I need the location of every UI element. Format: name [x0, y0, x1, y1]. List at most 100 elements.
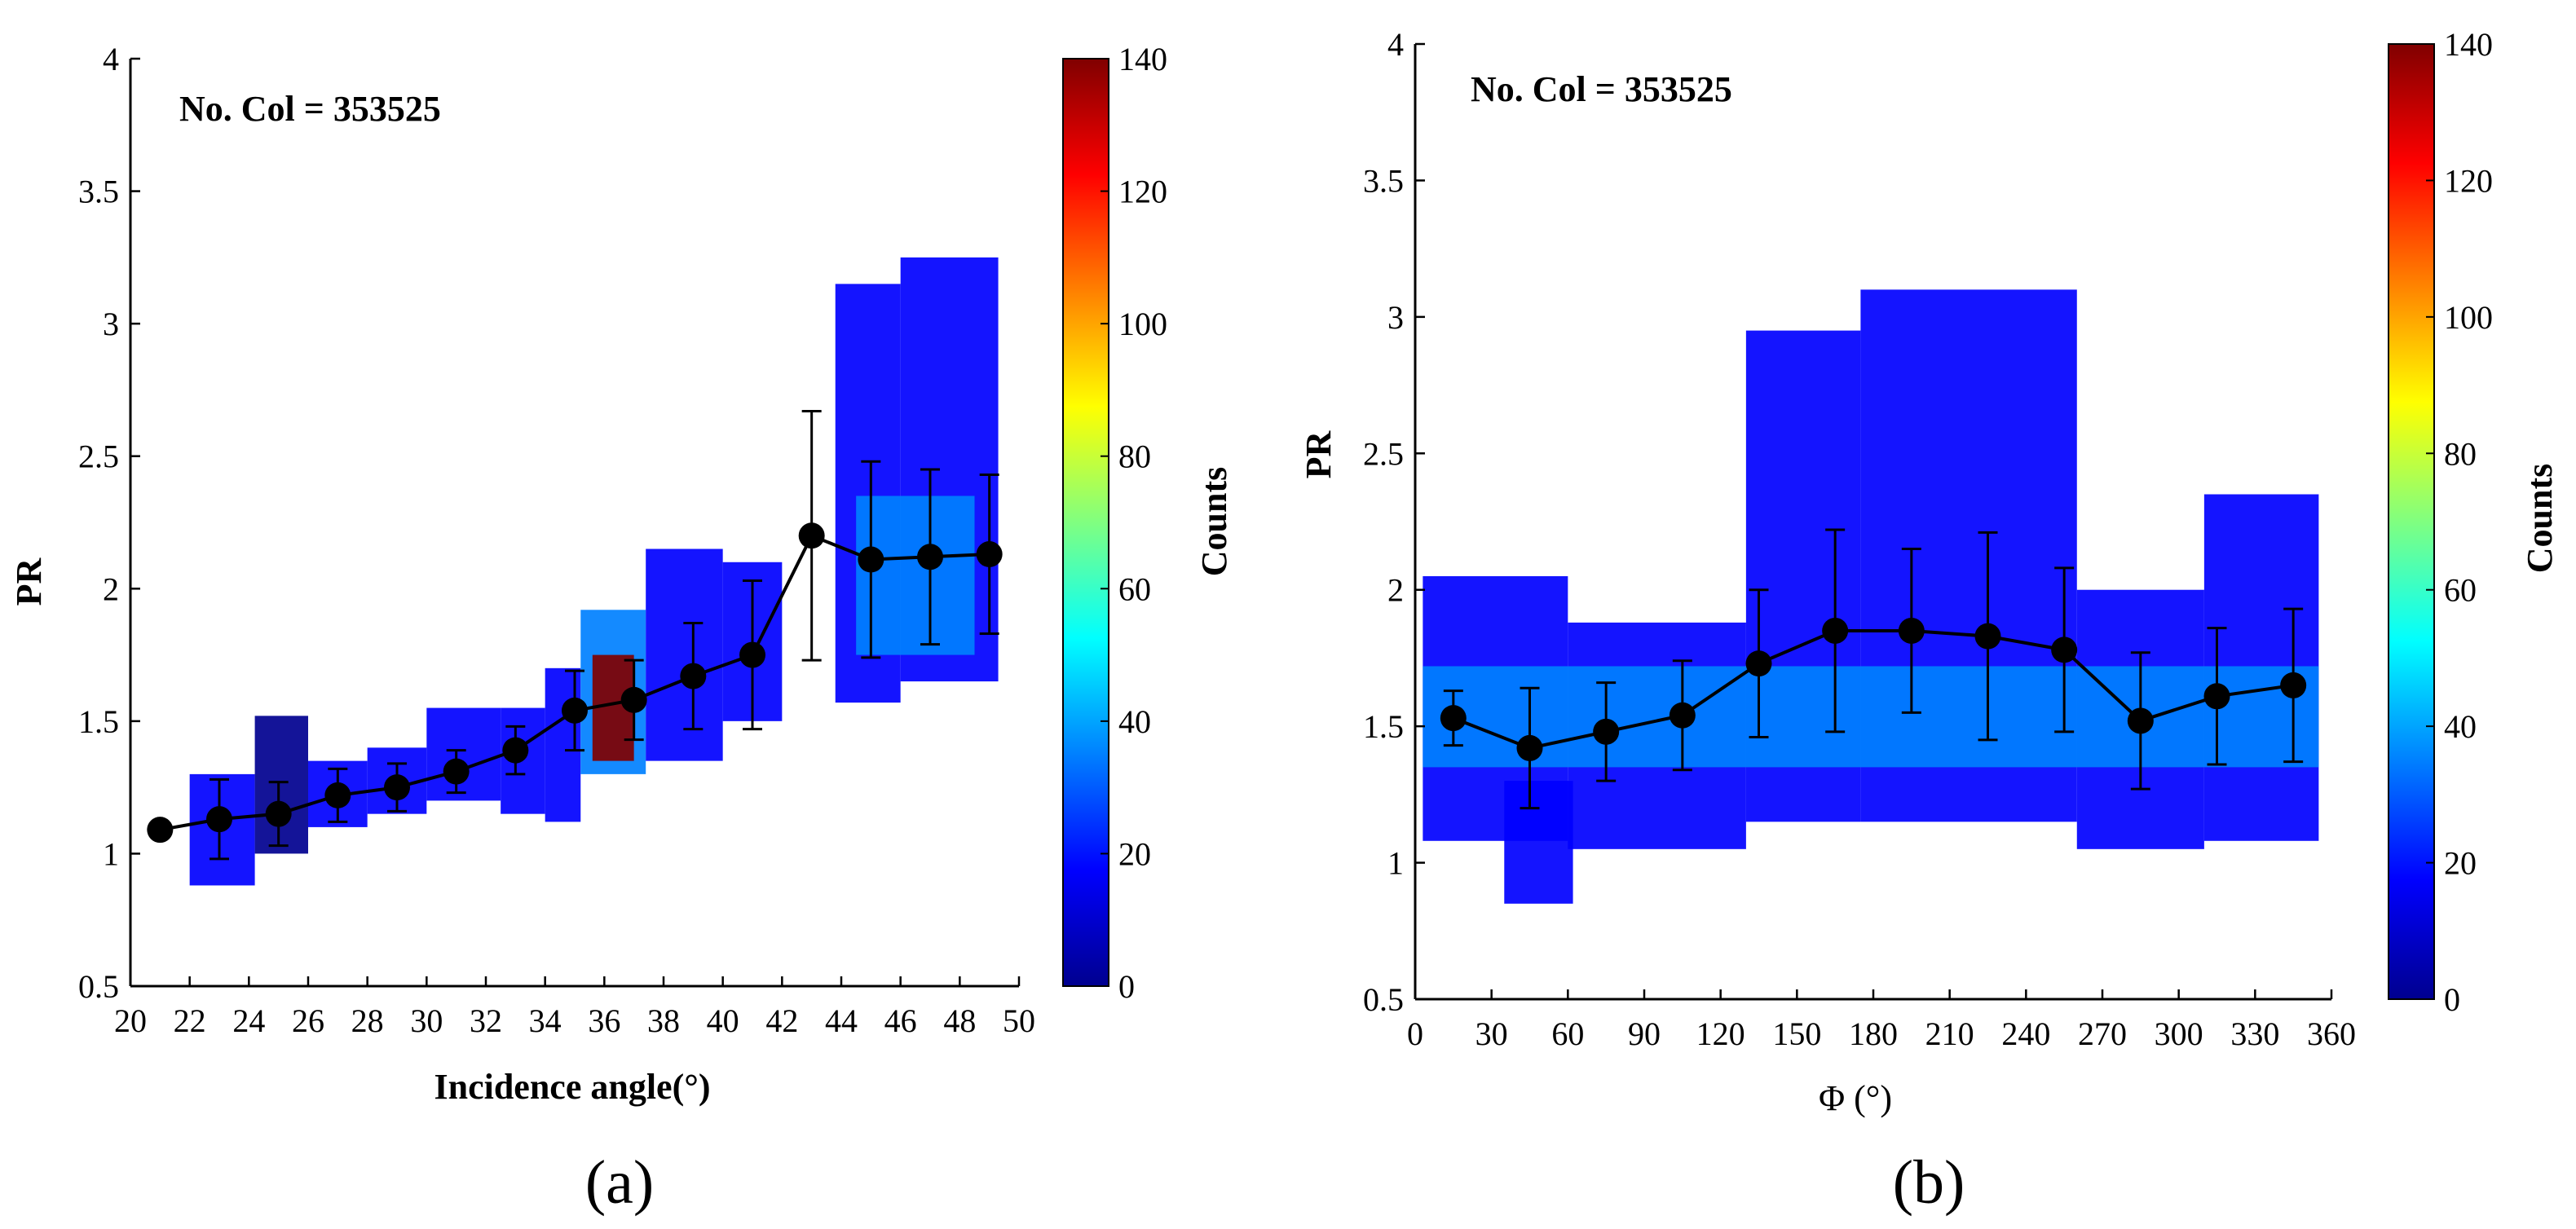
x-tick-label: 0	[1407, 1015, 1423, 1052]
colorbar-tick-label: 120	[2444, 162, 2493, 199]
mean-point	[1669, 702, 1696, 729]
mean-point	[1745, 650, 1772, 677]
y-tick-label: 4	[1387, 26, 1404, 63]
panel-a-annotation: No. Col = 353525	[179, 89, 441, 129]
density-region	[254, 716, 308, 854]
mean-point	[798, 522, 825, 549]
mean-point	[976, 541, 1003, 568]
colorbar-tick-label: 40	[2444, 708, 2477, 745]
x-tick-label: 22	[174, 1002, 206, 1039]
x-tick-label: 240	[2001, 1015, 2050, 1052]
x-tick-label: 46	[884, 1002, 917, 1039]
y-tick-label: 0.5	[1363, 981, 1404, 1018]
colorbar-tick-label: 20	[1118, 835, 1151, 872]
mean-point	[739, 641, 765, 668]
mean-point	[2127, 707, 2154, 734]
y-tick-label: 3	[103, 306, 119, 342]
panel-a-colorbar-label: Counts	[1194, 467, 1234, 577]
mean-point	[384, 774, 410, 801]
density-region	[856, 496, 975, 655]
y-tick-label: 1	[103, 835, 119, 872]
colorbar-tick-label: 100	[2444, 299, 2493, 336]
x-tick-label: 38	[647, 1002, 680, 1039]
x-tick-label: 40	[707, 1002, 739, 1039]
mean-point	[858, 546, 884, 573]
panel-a-y-ticks: 0.5 1 1.5 2 2.5 3 3.5 4	[78, 41, 140, 1005]
mean-point	[265, 800, 292, 827]
x-tick-label: 210	[1925, 1015, 1974, 1052]
colorbar-gradient	[1062, 58, 1109, 987]
x-tick-label: 50	[1003, 1002, 1035, 1039]
colorbar-tick-label: 80	[1118, 438, 1151, 475]
panel-a-caption: (a)	[585, 1148, 654, 1217]
panel-b-x-axis-label: Φ (°)	[1819, 1078, 1892, 1118]
colorbar-tick-label: 60	[1118, 570, 1151, 607]
y-tick-label: 2.5	[1363, 435, 1404, 472]
panel-b-annotation: No. Col = 353525	[1471, 69, 1732, 109]
panel-b-colorbar-label: Counts	[2520, 464, 2560, 574]
colorbar-gradient	[2388, 43, 2435, 1000]
x-tick-label: 36	[588, 1002, 620, 1039]
x-tick-label: 360	[2307, 1015, 2356, 1052]
panel-a: 20 22 24 26 28 30 32 34 36 38 40 42 44 46 48 50 0.511.5…	[9, 41, 1234, 1217]
x-tick-label: 42	[765, 1002, 798, 1039]
x-tick-label: 120	[1696, 1015, 1745, 1052]
mean-point	[1440, 705, 1467, 732]
x-tick-label: 24	[232, 1002, 265, 1039]
mean-point	[2203, 683, 2230, 710]
x-tick-label: 300	[2155, 1015, 2203, 1052]
density-region	[646, 548, 723, 761]
y-tick-label: 3.5	[1363, 162, 1404, 199]
density-region	[1423, 666, 2319, 768]
y-tick-label: 3	[1387, 299, 1404, 336]
density-region	[1504, 781, 1573, 904]
panel-a-density	[189, 257, 999, 886]
x-tick-label: 60	[1551, 1015, 1584, 1052]
mean-point	[2280, 672, 2307, 698]
panel-a-y-axis-label: PR	[9, 557, 49, 606]
mean-point	[147, 817, 174, 844]
y-tick-label: 2	[103, 570, 119, 607]
y-tick-label: 1.5	[78, 703, 119, 740]
mean-point	[443, 758, 470, 785]
colorbar-tick-label: 0	[2444, 981, 2460, 1018]
panel-b-y-axis-label: PR	[1299, 429, 1339, 478]
x-tick-label: 48	[943, 1002, 976, 1039]
x-tick-label: 34	[529, 1002, 562, 1039]
colorbar-tick-label: 100	[1118, 306, 1167, 342]
colorbar-tick-label: 20	[2444, 845, 2477, 882]
colorbar-tick-label: 120	[1118, 174, 1167, 210]
panel-b-colorbar: 0 20 40 60 80 100 120 140	[2388, 26, 2493, 1018]
x-tick-label: 28	[351, 1002, 384, 1039]
y-tick-label: 1.5	[1363, 708, 1404, 745]
mean-point	[324, 782, 351, 808]
mean-point	[1898, 617, 1925, 644]
density-region	[426, 707, 501, 801]
colorbar-tick-label: 60	[2444, 572, 2477, 609]
mean-point	[680, 663, 707, 689]
panel-b-y-ticks: 0.5 1 1.5 2 2.5 3 3.5 4	[1363, 26, 1425, 1018]
colorbar-tick-label: 140	[2444, 26, 2493, 63]
y-tick-label: 2.5	[78, 438, 119, 475]
y-tick-label: 1	[1387, 845, 1404, 882]
panel-a-x-axis-label: Incidence angle(°)	[434, 1067, 710, 1107]
mean-point	[1974, 623, 2001, 650]
colorbar-tick-label: 140	[1118, 41, 1167, 77]
x-tick-label: 180	[1849, 1015, 1898, 1052]
panel-a-x-ticks: 20 22 24 26 28 30 32 34 36 38 40 42 44 46 48 50	[114, 976, 1035, 1039]
y-tick-label: 2	[1387, 572, 1404, 609]
mean-point	[1516, 734, 1543, 761]
x-tick-label: 44	[825, 1002, 858, 1039]
mean-point	[917, 544, 943, 570]
colorbar-tick-label: 0	[1118, 968, 1135, 1005]
mean-point	[2051, 637, 2078, 663]
colorbar-tick-label: 40	[1118, 703, 1151, 740]
panel-b-density	[1423, 289, 2319, 904]
mean-point	[206, 806, 232, 833]
panel-a-mean-curve	[147, 409, 1003, 861]
panel-b-caption: (b)	[1893, 1148, 1965, 1217]
x-tick-label: 26	[292, 1002, 324, 1039]
y-tick-label: 3.5	[78, 174, 119, 210]
panel-b-x-ticks: 0 30 60 90 120 150 180 210 240 270 300 330 360	[1407, 989, 2356, 1052]
